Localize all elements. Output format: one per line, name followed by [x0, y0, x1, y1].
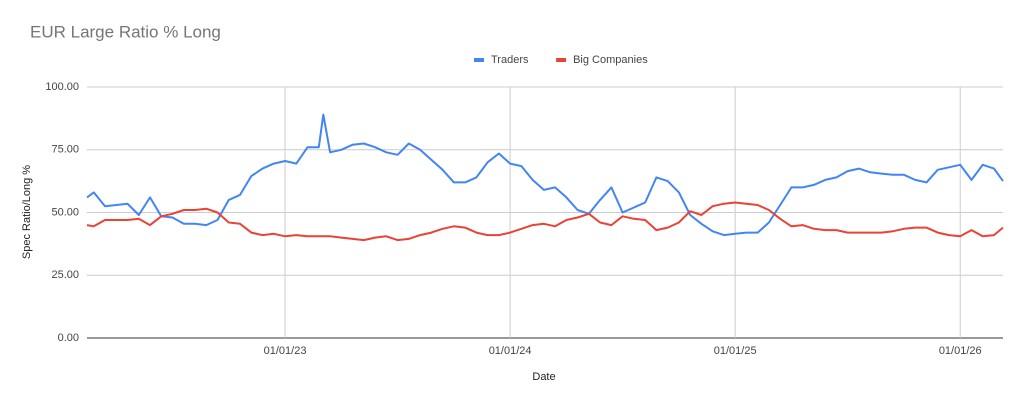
- y-tick-label: 50.00: [51, 206, 79, 218]
- x-tick-label: 01/01/25: [714, 345, 757, 357]
- legend-label: Big Companies: [573, 54, 648, 66]
- x-tick-label: 01/01/23: [264, 345, 307, 357]
- chart-title: EUR Large Ratio % Long: [30, 22, 221, 41]
- x-axis-title: Date: [532, 371, 555, 383]
- legend-swatch: [474, 58, 484, 62]
- x-tick-label: 01/01/26: [939, 345, 982, 357]
- y-tick-label: 0.00: [58, 332, 79, 344]
- legend-swatch: [556, 58, 567, 62]
- x-tick-label: 01/01/24: [489, 345, 532, 357]
- series-line: [86, 201, 1004, 242]
- y-tick-label: 75.00: [51, 144, 79, 156]
- y-tick-label: 25.00: [51, 269, 79, 281]
- series-line: [86, 113, 1004, 237]
- y-tick-label: 100.00: [45, 81, 79, 93]
- legend-label: Traders: [491, 54, 529, 66]
- y-axis-title: Spec Ratio/Long %: [21, 165, 33, 259]
